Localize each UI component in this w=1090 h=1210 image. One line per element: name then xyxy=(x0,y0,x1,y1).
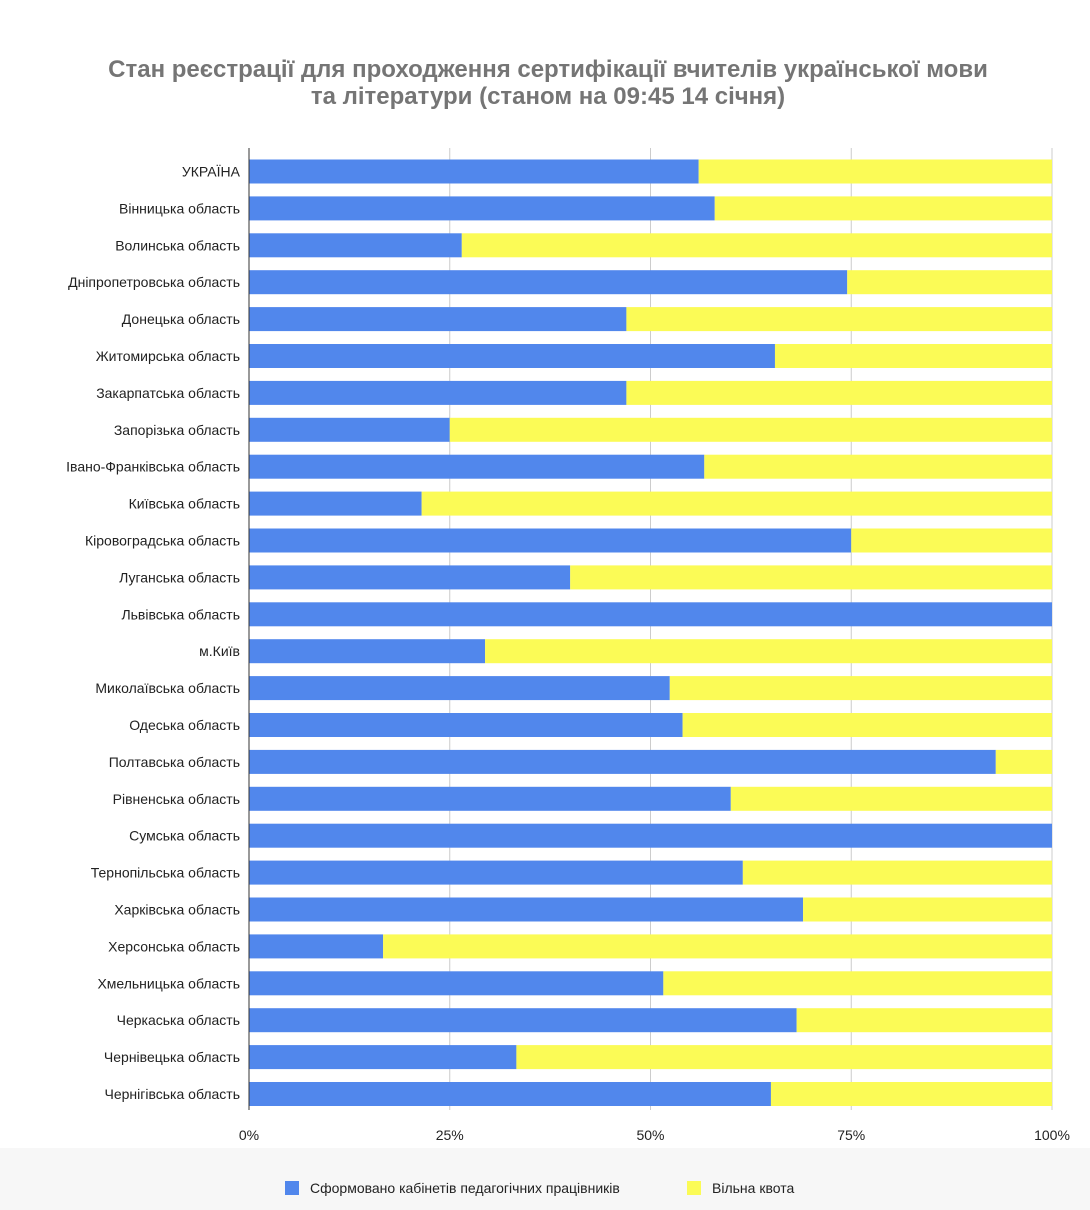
bar-segment-formed[interactable] xyxy=(249,713,683,737)
legend-label-free-quota: Вільна квота xyxy=(712,1180,794,1196)
bar-segment-formed[interactable] xyxy=(249,971,664,996)
bar-segment-formed[interactable] xyxy=(249,934,384,959)
bar-segment-free-quota[interactable] xyxy=(704,454,1052,479)
bar-segment-formed[interactable] xyxy=(249,676,670,701)
category-label: м.Київ xyxy=(199,643,240,659)
category-label: УКРАЇНА xyxy=(182,164,241,180)
bar-segment-formed[interactable] xyxy=(249,196,715,221)
bar-segment-formed[interactable] xyxy=(249,307,627,332)
bar-segment-free-quota[interactable] xyxy=(714,196,1052,221)
bar-segment-free-quota[interactable] xyxy=(461,233,1052,258)
bar-segment-formed[interactable] xyxy=(249,417,450,442)
category-label: Чернігівська область xyxy=(105,1086,240,1102)
legend-label-formed: Сформовано кабінетів педагогічних праців… xyxy=(310,1180,620,1196)
category-label: Волинська область xyxy=(115,237,240,253)
bar-segment-free-quota[interactable] xyxy=(698,159,1052,184)
bar-segment-free-quota[interactable] xyxy=(682,713,1052,737)
chart-title-line-1: Стан реєстрації для проходження сертифік… xyxy=(108,56,988,83)
bar-segment-free-quota[interactable] xyxy=(570,565,1052,590)
bar-segment-formed[interactable] xyxy=(249,528,852,553)
category-label: Черкаська область xyxy=(117,1012,240,1028)
bar-segment-formed[interactable] xyxy=(249,602,1052,627)
bar-segment-formed[interactable] xyxy=(249,344,775,368)
bar-segment-formed[interactable] xyxy=(249,233,462,258)
category-label: Одеська область xyxy=(129,717,240,733)
bar-segment-free-quota[interactable] xyxy=(626,307,1052,332)
legend: Сформовано кабінетів педагогічних праців… xyxy=(285,1180,794,1196)
bar-segment-formed[interactable] xyxy=(249,860,743,885)
category-label: Хмельницька область xyxy=(97,975,240,991)
bar-segment-formed[interactable] xyxy=(249,380,627,405)
bar-segment-free-quota[interactable] xyxy=(383,934,1052,959)
bar-segment-free-quota[interactable] xyxy=(803,897,1052,922)
category-label: Донецька область xyxy=(122,311,240,327)
category-label: Київська область xyxy=(129,496,240,512)
bar-segment-formed[interactable] xyxy=(249,270,848,295)
x-tick-labels: 0% 25% 50% 75% 100% xyxy=(239,1127,1070,1143)
bar-segment-formed[interactable] xyxy=(249,897,804,922)
bar-segment-formed[interactable] xyxy=(249,1008,797,1033)
bar-segment-free-quota[interactable] xyxy=(742,860,1052,885)
x-tick-label: 100% xyxy=(1034,1127,1070,1143)
bar-segment-free-quota[interactable] xyxy=(449,417,1052,442)
bar-segment-free-quota[interactable] xyxy=(796,1008,1052,1033)
category-labels: УКРАЇНА Вінницька область Волинська област… xyxy=(66,164,240,1103)
bar-segment-free-quota[interactable] xyxy=(851,528,1052,553)
category-label: Закарпатська область xyxy=(96,385,240,401)
category-label: Житомирська область xyxy=(96,348,240,364)
category-label: Кіровоградська область xyxy=(85,533,240,549)
legend-background xyxy=(0,1148,1090,1210)
bar-segment-formed[interactable] xyxy=(249,1045,517,1070)
bar-segment-free-quota[interactable] xyxy=(995,749,1052,774)
bar-segment-formed[interactable] xyxy=(249,823,1052,848)
category-label: Дніпропетровська область xyxy=(68,274,240,290)
legend-swatch-formed xyxy=(285,1181,299,1195)
bar-segment-free-quota[interactable] xyxy=(516,1045,1052,1070)
bar-segment-formed[interactable] xyxy=(249,491,422,516)
bar-segment-formed[interactable] xyxy=(249,565,571,590)
category-label: Миколаївська область xyxy=(95,680,240,696)
x-tick-label: 25% xyxy=(436,1127,464,1143)
category-label: Львівська область xyxy=(121,606,240,622)
bar-segment-formed[interactable] xyxy=(249,454,705,479)
category-label: Івано-Франківська область xyxy=(66,459,240,475)
bar-segment-free-quota[interactable] xyxy=(485,639,1052,664)
bar-segment-free-quota[interactable] xyxy=(774,344,1052,368)
bar-segment-free-quota[interactable] xyxy=(730,786,1052,811)
bar-segment-formed[interactable] xyxy=(249,1082,771,1106)
legend-item-formed[interactable]: Сформовано кабінетів педагогічних праців… xyxy=(285,1180,620,1196)
x-tick-label: 0% xyxy=(239,1127,259,1143)
legend-item-free-quota[interactable]: Вільна квота xyxy=(687,1180,794,1196)
category-label: Рівненська область xyxy=(113,791,240,807)
category-label: Луганська область xyxy=(119,569,240,585)
category-label: Сумська область xyxy=(129,828,240,844)
x-tick-label: 75% xyxy=(837,1127,865,1143)
bar-segment-free-quota[interactable] xyxy=(626,380,1052,405)
category-label: Запорізька область xyxy=(114,422,240,438)
bar-segment-free-quota[interactable] xyxy=(421,491,1052,516)
chart-title-line-2: та літератури (станом на 09:45 14 січня) xyxy=(311,83,785,110)
category-label: Херсонська область xyxy=(108,938,240,954)
category-label: Вінницька область xyxy=(119,200,240,216)
bars xyxy=(249,159,1052,1106)
bar-segment-formed[interactable] xyxy=(249,786,731,811)
bar-segment-free-quota[interactable] xyxy=(770,1082,1052,1106)
bar-segment-formed[interactable] xyxy=(249,749,996,774)
bar-segment-free-quota[interactable] xyxy=(847,270,1052,295)
bar-segment-formed[interactable] xyxy=(249,159,699,184)
bar-segment-formed[interactable] xyxy=(249,639,486,664)
bar-segment-free-quota[interactable] xyxy=(669,676,1052,701)
category-label: Тернопільська область xyxy=(91,865,240,881)
bar-segment-free-quota[interactable] xyxy=(663,971,1052,996)
legend-swatch-free-quota xyxy=(687,1181,701,1195)
category-label: Чернівецька область xyxy=(104,1049,240,1065)
category-label: Полтавська область xyxy=(109,754,240,770)
x-tick-label: 50% xyxy=(636,1127,664,1143)
category-label: Харківська область xyxy=(114,902,240,918)
